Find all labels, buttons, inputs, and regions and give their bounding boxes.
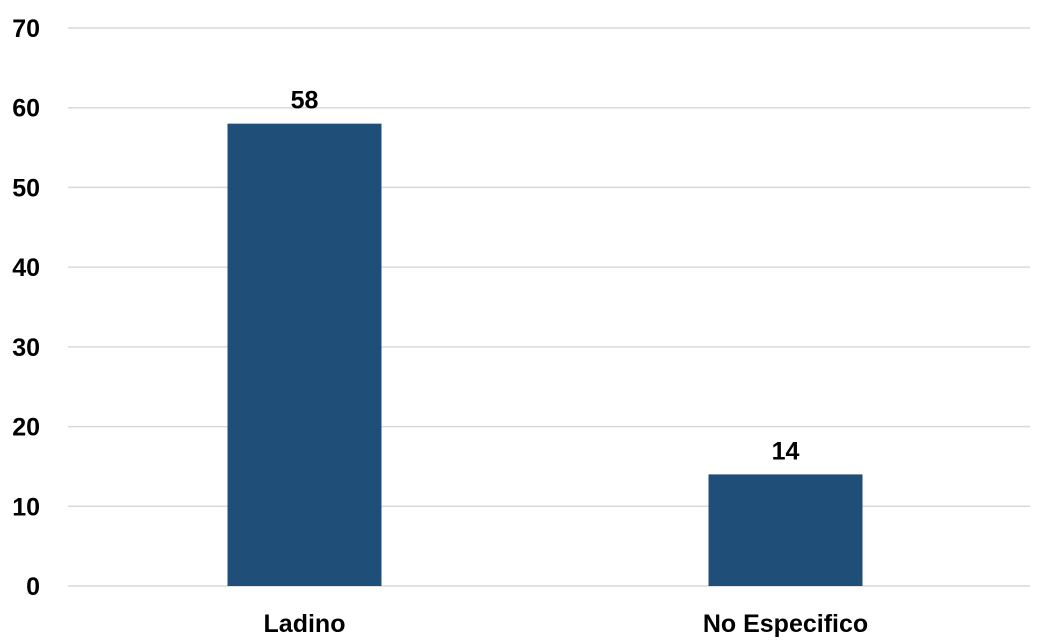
y-axis: 0 10 20 30 40 50 60 70	[12, 15, 40, 601]
y-tick-label: 60	[12, 95, 40, 123]
bars	[227, 123, 863, 587]
data-label: 58	[291, 87, 319, 115]
x-tick-label: No Especifico	[703, 610, 868, 638]
y-tick-label: 30	[12, 334, 40, 362]
x-tick-label: Ladino	[264, 610, 346, 638]
y-tick-label: 0	[26, 573, 40, 601]
y-tick-label: 10	[12, 493, 40, 521]
x-axis: Ladino No Especifico	[264, 610, 869, 638]
y-tick-label: 70	[12, 15, 40, 43]
y-tick-label: 50	[12, 174, 40, 202]
bar-ladino	[227, 123, 382, 587]
data-labels: 58 14	[291, 87, 800, 466]
y-tick-label: 20	[12, 414, 40, 442]
data-label: 14	[772, 437, 800, 465]
y-tick-label: 40	[12, 254, 40, 282]
bar-no-especifico	[708, 474, 863, 586]
gridlines	[68, 27, 1030, 587]
